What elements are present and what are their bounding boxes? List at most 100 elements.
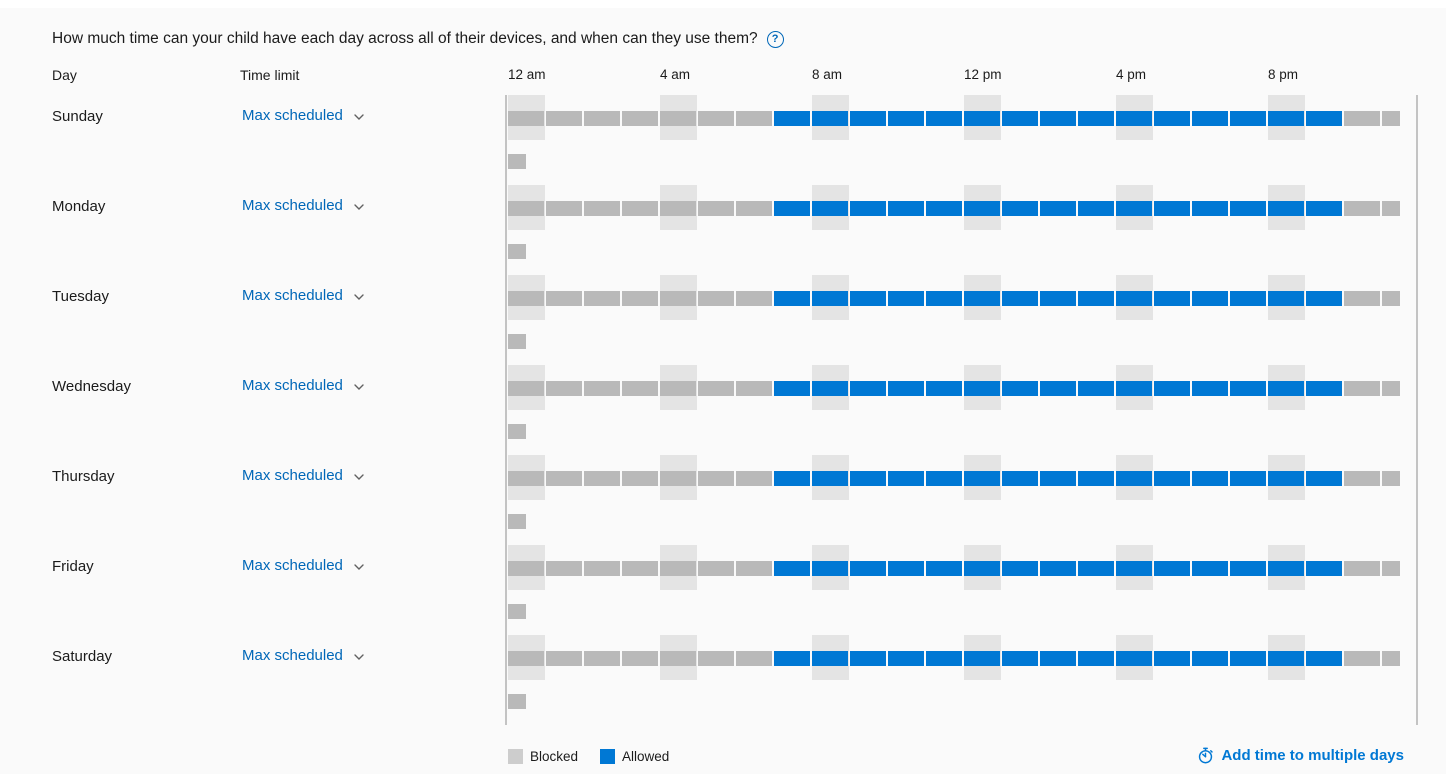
hour-cell-allowed[interactable] <box>850 381 886 396</box>
hour-cell-blocked[interactable] <box>622 201 658 216</box>
hour-cell-allowed[interactable] <box>964 291 1000 306</box>
hour-cell-allowed[interactable] <box>1306 291 1342 306</box>
hour-cell-allowed[interactable] <box>926 291 962 306</box>
hour-cell-allowed[interactable] <box>1078 111 1114 126</box>
add-time-to-multiple-days-button[interactable]: Add time to multiple days <box>1197 747 1404 764</box>
hour-cell-blocked[interactable] <box>622 651 658 666</box>
hour-cell-allowed[interactable] <box>774 201 810 216</box>
hour-cell-allowed[interactable] <box>1268 381 1304 396</box>
hour-cell-blocked[interactable] <box>508 381 544 396</box>
hour-cell-blocked[interactable] <box>1382 381 1400 396</box>
hour-cell-blocked[interactable] <box>1382 651 1400 666</box>
hour-cell-allowed[interactable] <box>888 111 924 126</box>
hour-cell-allowed[interactable] <box>850 111 886 126</box>
hour-cell-allowed[interactable] <box>1002 201 1038 216</box>
hour-cell-allowed[interactable] <box>850 471 886 486</box>
hour-cell-blocked[interactable] <box>546 651 582 666</box>
hour-cell-allowed[interactable] <box>1078 381 1114 396</box>
hour-cell-allowed[interactable] <box>1116 471 1152 486</box>
hour-cell-allowed[interactable] <box>964 381 1000 396</box>
hour-cell-allowed[interactable] <box>1116 651 1152 666</box>
time-limit-dropdown[interactable]: Max scheduled <box>242 107 365 124</box>
hour-cell-allowed[interactable] <box>1192 111 1228 126</box>
hour-cell-blocked[interactable] <box>660 111 696 126</box>
hour-cell-allowed[interactable] <box>812 291 848 306</box>
hour-cell-allowed[interactable] <box>812 651 848 666</box>
hour-cell-allowed[interactable] <box>888 651 924 666</box>
overflow-cell[interactable] <box>508 334 526 349</box>
hour-cell-allowed[interactable] <box>850 201 886 216</box>
hour-cell-allowed[interactable] <box>1002 381 1038 396</box>
hour-cell-allowed[interactable] <box>1040 561 1076 576</box>
hour-cell-allowed[interactable] <box>888 381 924 396</box>
hour-cell-allowed[interactable] <box>774 651 810 666</box>
hour-cell-blocked[interactable] <box>584 291 620 306</box>
day-timeline[interactable] <box>508 545 1400 635</box>
hour-cell-allowed[interactable] <box>1268 651 1304 666</box>
hour-cell-allowed[interactable] <box>1002 471 1038 486</box>
hour-cell-allowed[interactable] <box>1306 111 1342 126</box>
hour-cell-allowed[interactable] <box>1040 111 1076 126</box>
hour-cell-blocked[interactable] <box>660 471 696 486</box>
hour-cell-blocked[interactable] <box>508 561 544 576</box>
hour-cell-allowed[interactable] <box>1230 291 1266 306</box>
hour-cell-blocked[interactable] <box>698 111 734 126</box>
hour-cell-allowed[interactable] <box>1154 381 1190 396</box>
overflow-cell[interactable] <box>508 514 526 529</box>
day-timeline[interactable] <box>508 635 1400 725</box>
day-timeline[interactable] <box>508 455 1400 545</box>
hour-cell-blocked[interactable] <box>546 381 582 396</box>
hour-cell-allowed[interactable] <box>850 561 886 576</box>
time-limit-dropdown[interactable]: Max scheduled <box>242 557 365 574</box>
hour-cell-allowed[interactable] <box>774 561 810 576</box>
hour-cell-blocked[interactable] <box>736 561 772 576</box>
hour-cell-allowed[interactable] <box>888 201 924 216</box>
day-timeline[interactable] <box>508 185 1400 275</box>
hour-cell-allowed[interactable] <box>888 561 924 576</box>
hour-cell-blocked[interactable] <box>584 561 620 576</box>
hour-cell-allowed[interactable] <box>1306 561 1342 576</box>
hour-cell-allowed[interactable] <box>1192 291 1228 306</box>
hour-cell-allowed[interactable] <box>1268 201 1304 216</box>
overflow-cell[interactable] <box>508 604 526 619</box>
hour-cell-allowed[interactable] <box>774 381 810 396</box>
hour-cell-blocked[interactable] <box>508 201 544 216</box>
overflow-cell[interactable] <box>508 244 526 259</box>
time-limit-dropdown[interactable]: Max scheduled <box>242 287 365 304</box>
hour-cell-blocked[interactable] <box>1382 471 1400 486</box>
hour-cell-allowed[interactable] <box>1154 201 1190 216</box>
hour-cell-allowed[interactable] <box>1040 201 1076 216</box>
hour-cell-allowed[interactable] <box>1078 291 1114 306</box>
hour-cell-blocked[interactable] <box>698 561 734 576</box>
hour-cell-blocked[interactable] <box>698 381 734 396</box>
hour-cell-allowed[interactable] <box>1154 561 1190 576</box>
hour-cell-allowed[interactable] <box>888 471 924 486</box>
hour-cell-blocked[interactable] <box>622 471 658 486</box>
hour-cell-blocked[interactable] <box>622 111 658 126</box>
hour-cell-allowed[interactable] <box>964 111 1000 126</box>
hour-cell-allowed[interactable] <box>1192 471 1228 486</box>
hour-cell-allowed[interactable] <box>812 201 848 216</box>
hour-cell-allowed[interactable] <box>812 381 848 396</box>
hour-cell-allowed[interactable] <box>926 111 962 126</box>
hour-cell-allowed[interactable] <box>926 651 962 666</box>
hour-cell-allowed[interactable] <box>964 561 1000 576</box>
hour-cell-blocked[interactable] <box>622 291 658 306</box>
hour-cell-blocked[interactable] <box>1382 291 1400 306</box>
hour-cell-allowed[interactable] <box>812 111 848 126</box>
hour-cell-allowed[interactable] <box>1116 111 1152 126</box>
hour-cell-blocked[interactable] <box>736 291 772 306</box>
hour-cell-allowed[interactable] <box>1002 111 1038 126</box>
hour-cell-allowed[interactable] <box>1154 651 1190 666</box>
hour-cell-blocked[interactable] <box>698 291 734 306</box>
hour-cell-blocked[interactable] <box>660 381 696 396</box>
hour-cell-blocked[interactable] <box>584 471 620 486</box>
hour-cell-blocked[interactable] <box>622 381 658 396</box>
hour-cell-allowed[interactable] <box>1192 201 1228 216</box>
hour-cell-blocked[interactable] <box>584 651 620 666</box>
hour-cell-allowed[interactable] <box>1040 291 1076 306</box>
hour-cell-allowed[interactable] <box>926 471 962 486</box>
hour-cell-blocked[interactable] <box>736 651 772 666</box>
hour-cell-blocked[interactable] <box>736 111 772 126</box>
hour-cell-blocked[interactable] <box>660 561 696 576</box>
